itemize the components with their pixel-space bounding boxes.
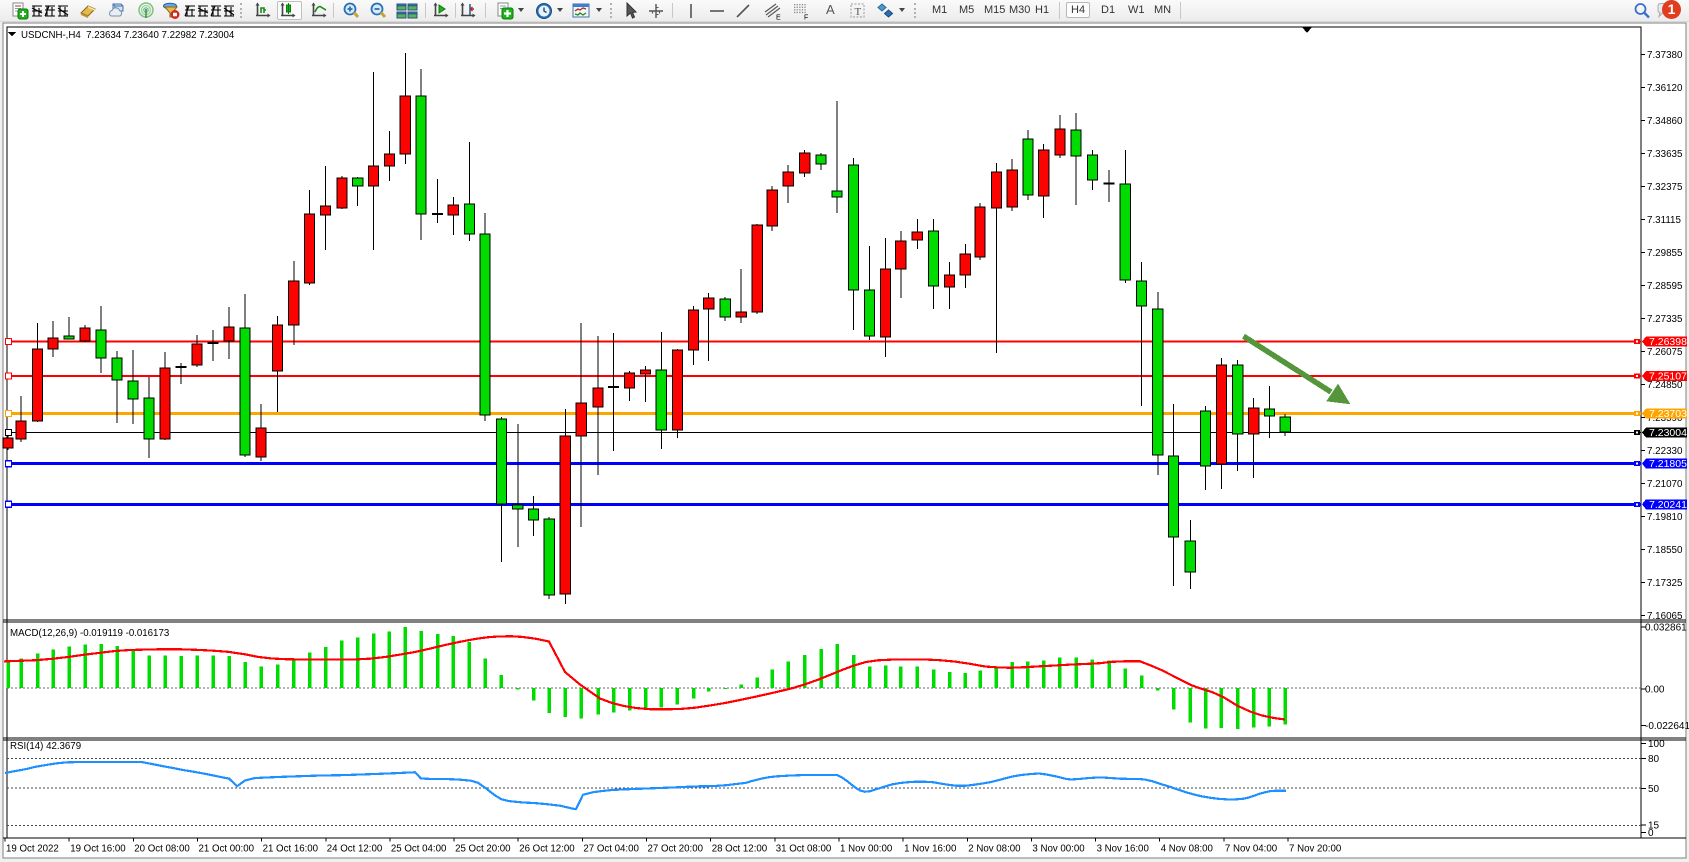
svg-text:1 Nov 16:00: 1 Nov 16:00 bbox=[904, 844, 957, 855]
svg-text:RSI(14) 42.3679: RSI(14) 42.3679 bbox=[10, 741, 81, 752]
svg-text:15: 15 bbox=[1648, 821, 1660, 832]
svg-text:7.16065: 7.16065 bbox=[1647, 611, 1683, 622]
svg-text:F: F bbox=[804, 15, 808, 21]
svg-text:T: T bbox=[855, 6, 862, 18]
svg-text:7 Nov 04:00: 7 Nov 04:00 bbox=[1225, 844, 1278, 855]
svg-text:20 Oct 08:00: 20 Oct 08:00 bbox=[134, 844, 190, 855]
svg-text:7.31115: 7.31115 bbox=[1647, 215, 1682, 226]
svg-text:7.20241: 7.20241 bbox=[1649, 499, 1687, 511]
svg-text:1 Nov 00:00: 1 Nov 00:00 bbox=[840, 844, 893, 855]
svg-text:19 Oct 16:00: 19 Oct 16:00 bbox=[70, 844, 126, 855]
svg-text:-0.022641: -0.022641 bbox=[1645, 721, 1689, 732]
svg-text:27 Oct 20:00: 27 Oct 20:00 bbox=[648, 844, 704, 855]
svg-text:19 Oct 2022: 19 Oct 2022 bbox=[6, 844, 59, 855]
svg-text:25 Oct 20:00: 25 Oct 20:00 bbox=[455, 844, 511, 855]
svg-text:USDCNH-,H4 7.23634 7.23640 7.: USDCNH-,H4 7.23634 7.23640 7.22982 7.230… bbox=[21, 30, 235, 41]
svg-text:7.32375: 7.32375 bbox=[1647, 182, 1683, 193]
svg-text:0: 0 bbox=[1648, 828, 1654, 839]
svg-text:7.29855: 7.29855 bbox=[1647, 248, 1683, 259]
svg-text:31 Oct 08:00: 31 Oct 08:00 bbox=[776, 844, 832, 855]
svg-text:7 Nov 20:00: 7 Nov 20:00 bbox=[1289, 844, 1342, 855]
svg-text:7.36120: 7.36120 bbox=[1647, 83, 1683, 94]
svg-text:E: E bbox=[776, 15, 781, 21]
svg-text:80: 80 bbox=[1648, 754, 1660, 765]
svg-text:7.21070: 7.21070 bbox=[1647, 479, 1683, 490]
svg-text:7.28595: 7.28595 bbox=[1647, 281, 1683, 292]
svg-text:7.26075: 7.26075 bbox=[1647, 347, 1683, 358]
svg-text:0.032861: 0.032861 bbox=[1645, 623, 1687, 634]
svg-text:7.26398: 7.26398 bbox=[1649, 336, 1687, 348]
svg-text:27 Oct 04:00: 27 Oct 04:00 bbox=[583, 844, 639, 855]
svg-text:7.17325: 7.17325 bbox=[1647, 578, 1683, 589]
svg-text:25 Oct 04:00: 25 Oct 04:00 bbox=[391, 844, 447, 855]
svg-text:100: 100 bbox=[1648, 739, 1665, 750]
svg-text:7.34860: 7.34860 bbox=[1647, 116, 1683, 127]
svg-text:7.24850: 7.24850 bbox=[1647, 380, 1683, 391]
svg-text:26 Oct 12:00: 26 Oct 12:00 bbox=[519, 844, 575, 855]
svg-text:7.33635: 7.33635 bbox=[1647, 149, 1683, 160]
svg-text:MACD(12,26,9) -0.019119 -0.016: MACD(12,26,9) -0.019119 -0.016173 bbox=[10, 628, 169, 639]
svg-text:7.21805: 7.21805 bbox=[1649, 458, 1687, 470]
svg-text:7.22330: 7.22330 bbox=[1647, 446, 1683, 457]
svg-text:21 Oct 16:00: 21 Oct 16:00 bbox=[263, 844, 319, 855]
svg-text:7.19810: 7.19810 bbox=[1647, 512, 1683, 523]
svg-text:4 Nov 08:00: 4 Nov 08:00 bbox=[1161, 844, 1214, 855]
svg-text:3 Nov 00:00: 3 Nov 00:00 bbox=[1032, 844, 1085, 855]
svg-text:7.18550: 7.18550 bbox=[1647, 545, 1683, 556]
svg-text:21 Oct 00:00: 21 Oct 00:00 bbox=[199, 844, 255, 855]
svg-text:2 Nov 08:00: 2 Nov 08:00 bbox=[968, 844, 1021, 855]
svg-text:28 Oct 12:00: 28 Oct 12:00 bbox=[712, 844, 768, 855]
svg-text:7.23004: 7.23004 bbox=[1649, 427, 1687, 439]
svg-text:7.23703: 7.23703 bbox=[1649, 408, 1687, 420]
svg-text:7.27335: 7.27335 bbox=[1647, 314, 1683, 325]
svg-text:50: 50 bbox=[1648, 784, 1660, 795]
svg-text:7.25107: 7.25107 bbox=[1649, 371, 1687, 383]
svg-text:7.37380: 7.37380 bbox=[1647, 50, 1683, 61]
svg-text:0.00: 0.00 bbox=[1645, 685, 1665, 696]
svg-text:24 Oct 12:00: 24 Oct 12:00 bbox=[327, 844, 383, 855]
svg-text:3 Nov 16:00: 3 Nov 16:00 bbox=[1097, 844, 1150, 855]
